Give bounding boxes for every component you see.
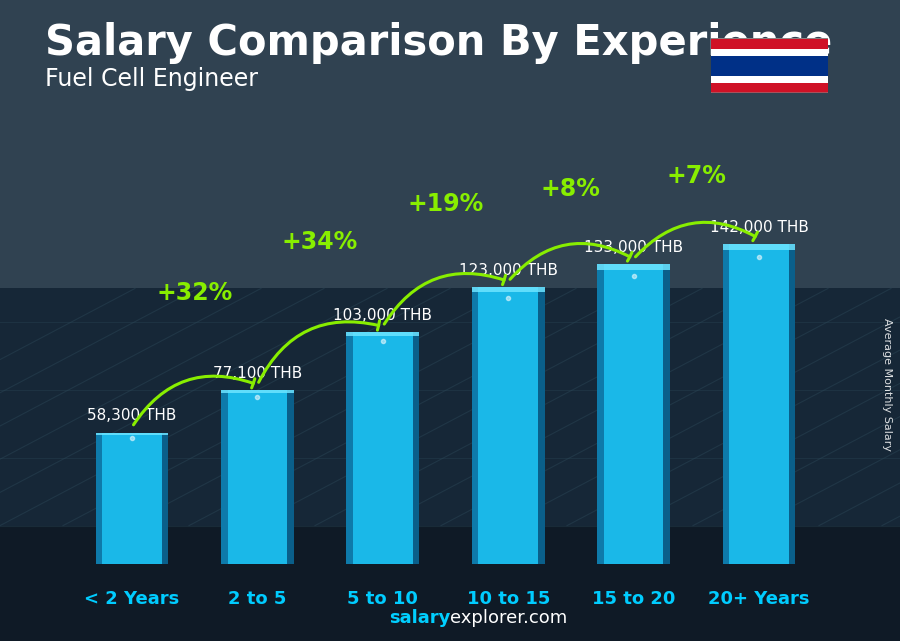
Bar bbox=[598, 264, 670, 270]
Bar bbox=[0, 526, 900, 641]
Bar bbox=[472, 287, 544, 564]
Bar bbox=[723, 244, 796, 250]
Bar bbox=[412, 332, 419, 564]
Text: +7%: +7% bbox=[666, 164, 726, 188]
Bar bbox=[0, 288, 900, 526]
Bar bbox=[711, 76, 828, 83]
Text: +34%: +34% bbox=[282, 230, 358, 254]
Bar bbox=[0, 0, 900, 288]
Text: explorer.com: explorer.com bbox=[450, 609, 567, 627]
Bar bbox=[788, 244, 796, 564]
Bar bbox=[598, 264, 670, 564]
Text: 2 to 5: 2 to 5 bbox=[229, 590, 286, 608]
Text: 58,300 THB: 58,300 THB bbox=[87, 408, 176, 424]
Text: 77,100 THB: 77,100 THB bbox=[212, 366, 302, 381]
Bar bbox=[346, 332, 419, 564]
Bar bbox=[538, 287, 544, 564]
Text: 20+ Years: 20+ Years bbox=[708, 590, 810, 608]
Text: +19%: +19% bbox=[408, 192, 483, 216]
Text: 142,000 THB: 142,000 THB bbox=[709, 220, 808, 235]
Bar bbox=[598, 264, 604, 564]
Text: salary: salary bbox=[389, 609, 450, 627]
Text: < 2 Years: < 2 Years bbox=[85, 590, 180, 608]
Bar bbox=[711, 38, 828, 49]
Text: Salary Comparison By Experience: Salary Comparison By Experience bbox=[45, 22, 832, 65]
Bar bbox=[346, 332, 353, 564]
Bar bbox=[472, 287, 544, 292]
Text: +8%: +8% bbox=[541, 177, 601, 201]
Text: 5 to 10: 5 to 10 bbox=[347, 590, 419, 608]
Bar bbox=[95, 433, 168, 564]
Bar bbox=[723, 244, 729, 564]
Bar bbox=[711, 83, 828, 93]
Bar bbox=[711, 56, 828, 76]
Bar bbox=[95, 433, 103, 564]
Bar bbox=[472, 287, 479, 564]
Text: 15 to 20: 15 to 20 bbox=[592, 590, 675, 608]
Text: 10 to 15: 10 to 15 bbox=[466, 590, 550, 608]
Text: 133,000 THB: 133,000 THB bbox=[584, 240, 683, 255]
Bar bbox=[346, 332, 419, 336]
Bar bbox=[95, 433, 168, 435]
Text: 103,000 THB: 103,000 THB bbox=[333, 308, 432, 322]
Bar bbox=[287, 390, 293, 564]
Bar bbox=[711, 49, 828, 56]
Bar bbox=[162, 433, 168, 564]
Text: +32%: +32% bbox=[157, 281, 233, 305]
Text: Fuel Cell Engineer: Fuel Cell Engineer bbox=[45, 67, 258, 91]
Bar bbox=[221, 390, 228, 564]
Text: Average Monthly Salary: Average Monthly Salary bbox=[881, 318, 892, 451]
Bar bbox=[723, 244, 796, 564]
Bar bbox=[221, 390, 293, 394]
Text: 123,000 THB: 123,000 THB bbox=[459, 263, 558, 278]
Bar bbox=[221, 390, 293, 564]
Bar bbox=[663, 264, 670, 564]
